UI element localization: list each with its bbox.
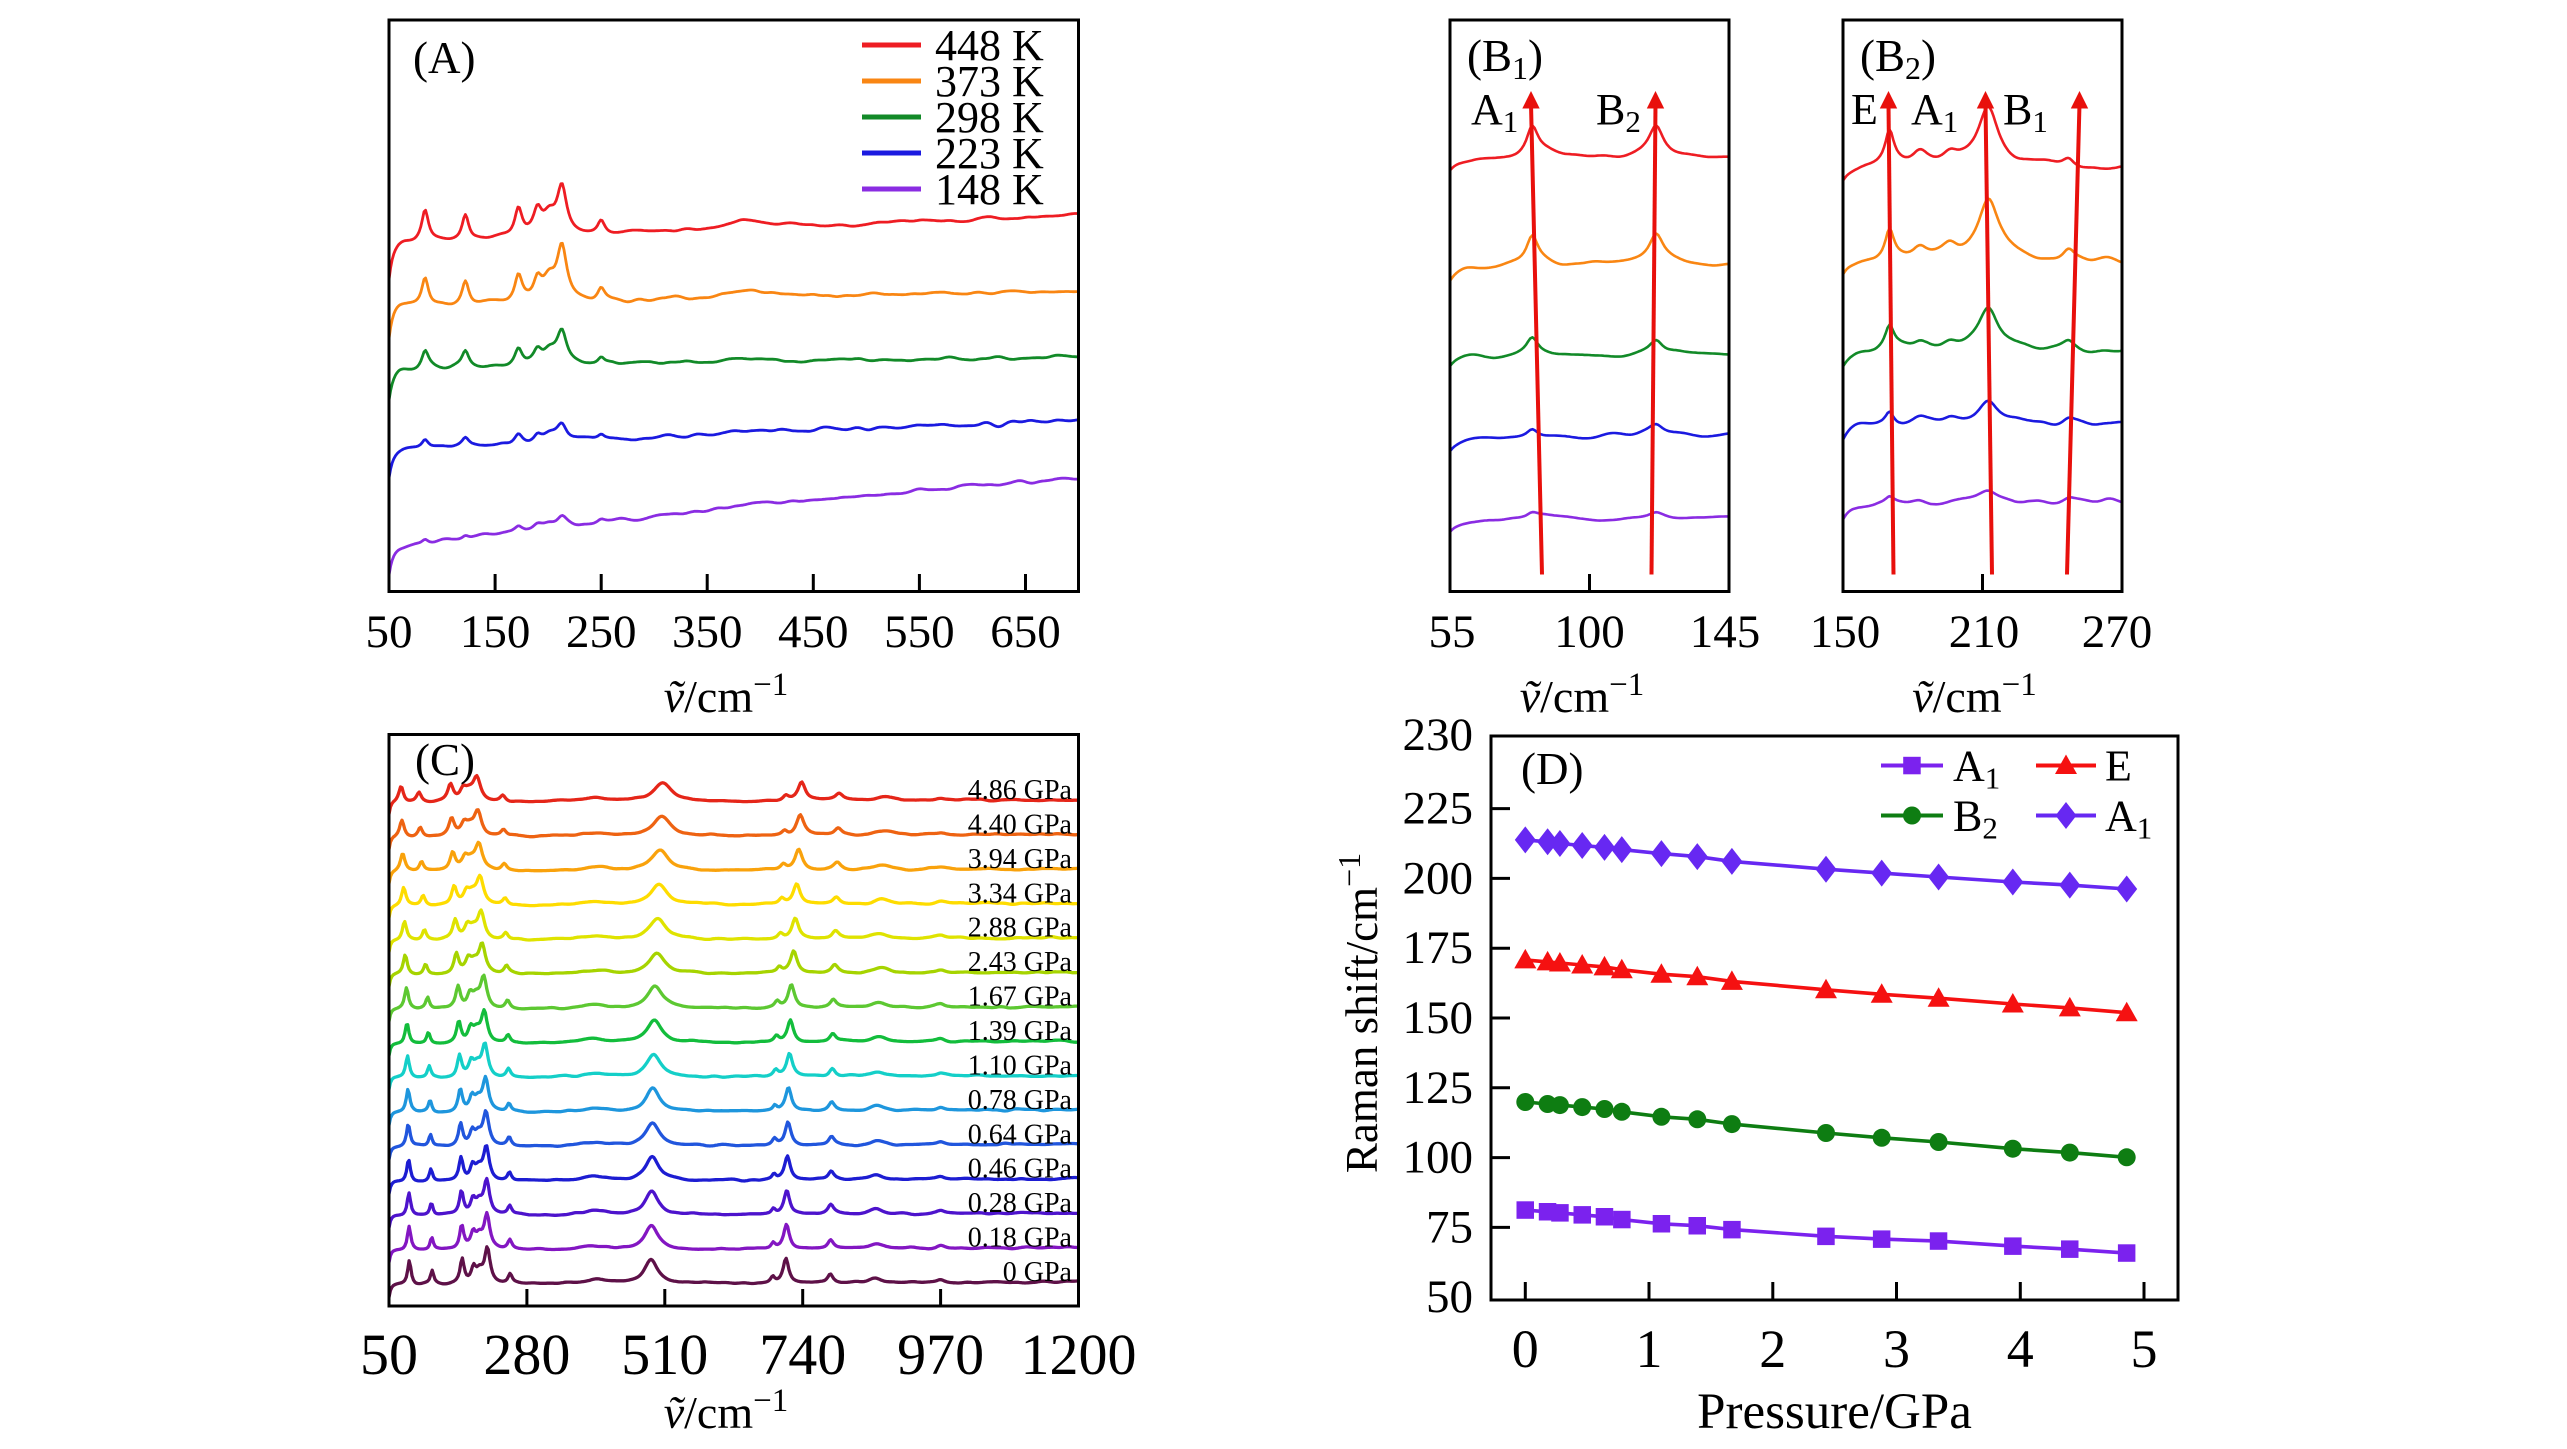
svg-text:4: 4 [2007, 1319, 2034, 1379]
svg-text:175: 175 [1403, 922, 1474, 974]
svg-text:270: 270 [2082, 606, 2153, 658]
svg-text:E: E [2105, 742, 2132, 791]
svg-text:448 K: 448 K [935, 21, 1044, 70]
svg-text:75: 75 [1426, 1201, 1473, 1253]
svg-text:223 K: 223 K [935, 129, 1044, 178]
svg-text:(C): (C) [415, 735, 475, 785]
svg-text:2.43 GPa: 2.43 GPa [968, 947, 1073, 978]
svg-text:350: 350 [672, 606, 743, 658]
svg-text:3: 3 [1883, 1319, 1910, 1379]
svg-text:(B1): (B1) [1467, 31, 1543, 86]
svg-text:50: 50 [1426, 1271, 1473, 1323]
svg-text:150: 150 [1810, 606, 1881, 658]
svg-text:Pressure/GPa: Pressure/GPa [1697, 1384, 1972, 1440]
svg-text:148 K: 148 K [935, 165, 1044, 214]
svg-text:0 GPa: 0 GPa [1003, 1257, 1073, 1288]
svg-text:1.67 GPa: 1.67 GPa [968, 982, 1073, 1013]
svg-text:1: 1 [1636, 1319, 1663, 1379]
svg-text:650: 650 [990, 606, 1061, 658]
svg-text:(B2): (B2) [1860, 31, 1936, 86]
svg-text:0.46 GPa: 0.46 GPa [968, 1154, 1073, 1185]
svg-text:225: 225 [1403, 783, 1474, 835]
svg-text:230: 230 [1403, 709, 1474, 761]
svg-text:740: 740 [759, 1322, 846, 1387]
svg-text:2: 2 [1759, 1319, 1786, 1379]
svg-text:(D): (D) [1521, 744, 1583, 794]
svg-text:0.28 GPa: 0.28 GPa [968, 1188, 1073, 1219]
svg-text:4.86 GPa: 4.86 GPa [968, 775, 1073, 806]
svg-text:210: 210 [1949, 606, 2020, 658]
svg-text:100: 100 [1554, 606, 1625, 658]
svg-text:510: 510 [621, 1322, 708, 1387]
svg-text:450: 450 [778, 606, 849, 658]
svg-text:Raman shift/cm−1: Raman shift/cm−1 [1331, 853, 1387, 1173]
svg-text:55: 55 [1429, 606, 1476, 658]
svg-text:550: 550 [884, 606, 955, 658]
svg-text:373 K: 373 K [935, 57, 1044, 106]
svg-text:298 K: 298 K [935, 93, 1044, 142]
svg-text:100: 100 [1403, 1132, 1474, 1184]
svg-text:145: 145 [1690, 606, 1761, 658]
svg-text:970: 970 [897, 1322, 984, 1387]
svg-text:0.18 GPa: 0.18 GPa [968, 1223, 1073, 1254]
svg-text:150: 150 [1403, 992, 1474, 1044]
svg-text:1.39 GPa: 1.39 GPa [968, 1016, 1073, 1047]
svg-text:3.94 GPa: 3.94 GPa [968, 844, 1073, 875]
svg-text:150: 150 [460, 606, 531, 658]
svg-text:ṽ/cm−1: ṽ/cm−1 [1912, 667, 2037, 722]
svg-text:280: 280 [483, 1322, 570, 1387]
svg-text:0: 0 [1512, 1319, 1539, 1379]
svg-text:50: 50 [366, 606, 413, 658]
svg-text:125: 125 [1403, 1062, 1474, 1114]
svg-text:2.88 GPa: 2.88 GPa [968, 913, 1073, 944]
svg-text:4.40 GPa: 4.40 GPa [968, 809, 1073, 840]
svg-text:(A): (A) [413, 33, 475, 83]
svg-text:3.34 GPa: 3.34 GPa [968, 878, 1073, 909]
svg-text:250: 250 [566, 606, 637, 658]
svg-text:200: 200 [1403, 852, 1474, 904]
svg-text:0.78 GPa: 0.78 GPa [968, 1085, 1073, 1116]
svg-text:50: 50 [360, 1322, 418, 1387]
svg-text:1.10 GPa: 1.10 GPa [968, 1050, 1073, 1081]
svg-text:1200: 1200 [1021, 1322, 1137, 1387]
svg-text:5: 5 [2131, 1319, 2158, 1379]
svg-text:0.64 GPa: 0.64 GPa [968, 1119, 1073, 1150]
svg-text:E: E [1851, 85, 1878, 134]
